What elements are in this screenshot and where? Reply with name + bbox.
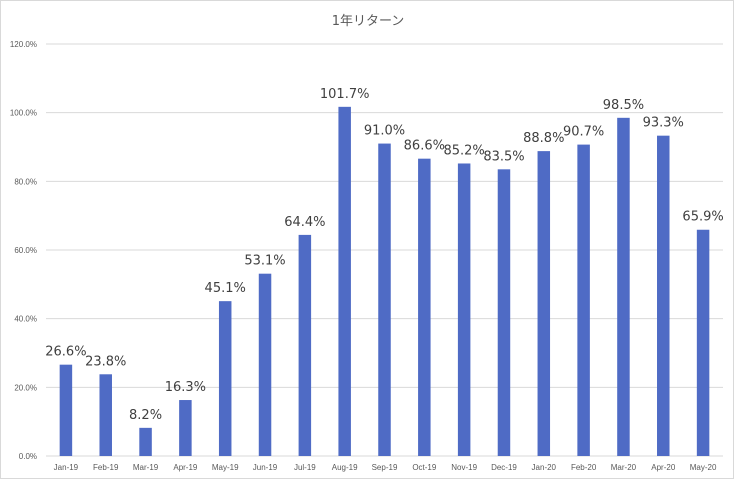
data-label: 23.8% xyxy=(85,354,126,369)
data-label: 93.3% xyxy=(643,116,684,131)
data-label: 83.5% xyxy=(483,149,524,164)
bar xyxy=(99,374,112,456)
bar xyxy=(657,135,670,457)
data-label: 53.1% xyxy=(244,254,285,269)
data-label: 98.5% xyxy=(603,98,644,113)
x-tick-label: Jul-19 xyxy=(294,463,316,472)
x-tick-label: May-19 xyxy=(212,463,239,472)
data-label: 26.6% xyxy=(45,345,86,360)
y-tick-label: 100.0% xyxy=(10,109,37,118)
x-tick-label: Dec-19 xyxy=(491,463,517,472)
y-tick-label: 40.0% xyxy=(14,315,37,324)
x-tick-label: Jun-19 xyxy=(253,463,278,472)
bar xyxy=(457,163,471,457)
data-label: 8.2% xyxy=(129,408,162,423)
data-label: 91.0% xyxy=(364,124,405,139)
data-label: 88.8% xyxy=(523,131,564,146)
bar xyxy=(338,106,351,456)
data-label: 85.2% xyxy=(443,143,484,158)
x-tick-label: Apr-19 xyxy=(173,463,198,472)
x-tick-label: Apr-20 xyxy=(651,463,676,472)
bar xyxy=(218,301,232,456)
bar xyxy=(537,151,551,456)
x-tick-label: Nov-19 xyxy=(451,463,477,472)
y-tick-label: 80.0% xyxy=(14,177,37,186)
x-tick-label: Jan-19 xyxy=(54,463,79,472)
y-tick-label: 20.0% xyxy=(14,383,37,392)
bar xyxy=(179,400,192,456)
data-label: 101.7% xyxy=(320,87,370,102)
y-axis-ticks: 0.0% 20.0% 40.0% 60.0% 80.0% 100.0% 120.0% xyxy=(10,40,37,461)
x-tick-label: Mar-20 xyxy=(611,463,637,472)
data-label: 86.6% xyxy=(404,139,445,154)
data-label: 90.7% xyxy=(563,125,604,140)
x-tick-label: Aug-19 xyxy=(332,463,358,472)
bar xyxy=(418,158,431,456)
y-tick-label: 120.0% xyxy=(10,40,37,49)
bar xyxy=(298,234,312,456)
bar xyxy=(378,143,391,457)
x-tick-label: Sep-19 xyxy=(372,463,398,472)
chart-title: 1年リターン xyxy=(331,14,405,29)
data-label: 16.3% xyxy=(165,380,206,395)
data-labels: 26.6%23.8% 8.2%16.3% 45.1% 53.1% 64.4% 101.7%… xyxy=(45,87,723,423)
y-tick-label: 0.0% xyxy=(19,452,37,461)
data-label: 64.4% xyxy=(284,215,325,230)
bar xyxy=(497,169,511,457)
bar xyxy=(577,144,590,456)
bar xyxy=(258,273,272,456)
data-label: 45.1% xyxy=(205,281,246,296)
bar xyxy=(59,364,73,456)
x-tick-label: Oct-19 xyxy=(412,463,437,472)
bar xyxy=(139,427,152,456)
bar xyxy=(617,117,630,457)
x-tick-label: Feb-19 xyxy=(93,463,119,472)
data-label: 65.9% xyxy=(682,210,723,225)
x-tick-label: Mar-19 xyxy=(133,463,159,472)
bar xyxy=(696,229,710,456)
y-tick-label: 60.0% xyxy=(14,246,37,255)
x-tick-label: May-20 xyxy=(690,463,717,472)
x-tick-label: Feb-20 xyxy=(571,463,597,472)
x-axis-ticks: Jan-19 Feb-19 Mar-19 Apr-19 May-19 Jun-19 Jul-… xyxy=(54,463,717,472)
bars xyxy=(59,106,710,457)
x-tick-label: Jan-20 xyxy=(532,463,557,472)
